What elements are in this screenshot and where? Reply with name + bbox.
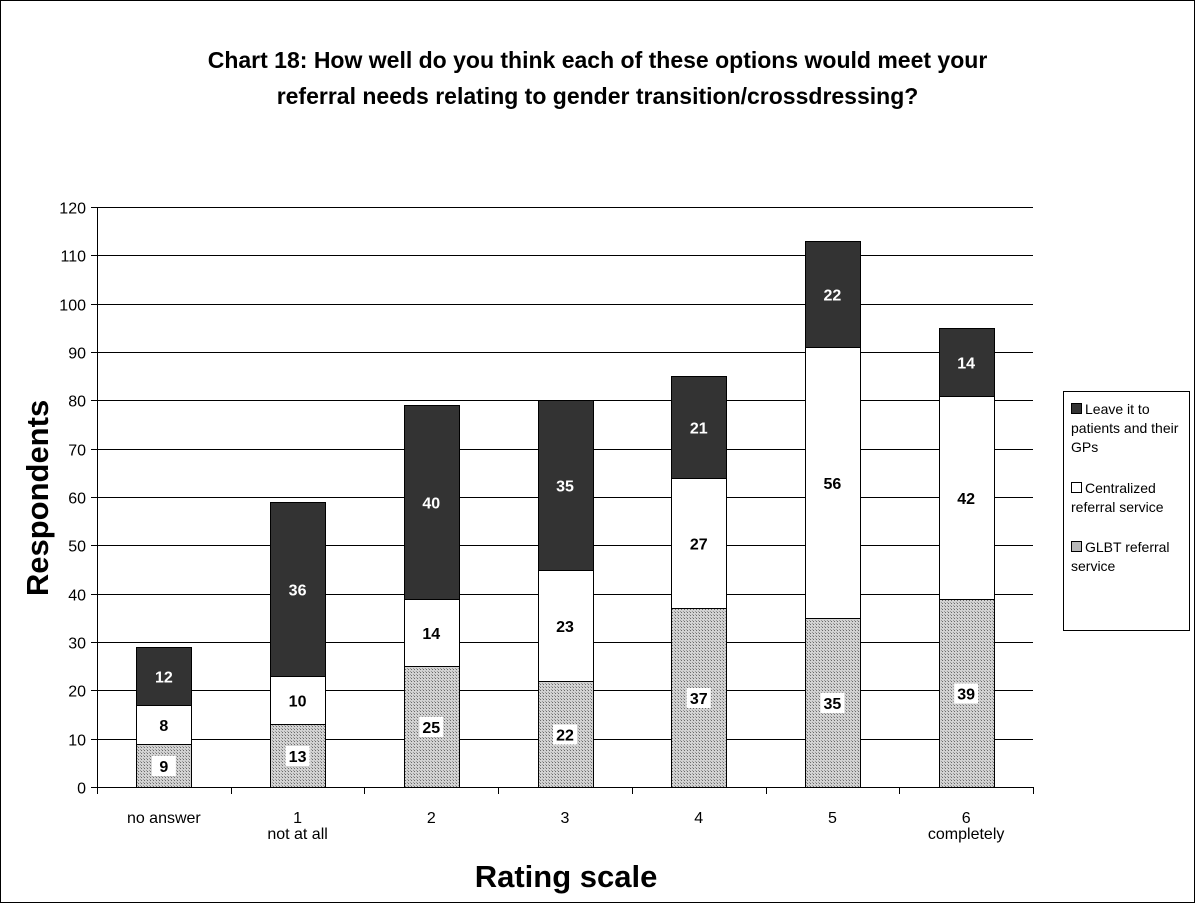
legend-label-glbt: GLBT referral service — [1071, 539, 1170, 574]
legend-item-glbt: GLBT referral service — [1071, 538, 1189, 576]
x-tick-sublabel: completely — [928, 826, 1004, 843]
y-tick-label: 20 — [68, 684, 86, 701]
legend-swatch-centralized — [1071, 482, 1082, 493]
bar-segment-leave-it — [805, 241, 861, 348]
data-label-background — [419, 717, 444, 737]
y-tick-label: 90 — [68, 346, 86, 363]
legend-item-centralized: Centralized referral service — [1071, 479, 1189, 517]
data-label-glbt: 37 — [690, 691, 708, 708]
x-axis-title: Rating scale — [475, 859, 658, 894]
axes: 0 10 20 30 40 50 60 70 80 90 100 110 120 no answer 1no… — [59, 201, 1034, 843]
data-label-centralized: 14 — [422, 626, 440, 643]
y-tick-label: 100 — [59, 298, 86, 315]
chart-title-line-1: Chart 18: How well do you think each of … — [207, 47, 988, 73]
bar-segment-centralized — [671, 478, 727, 609]
x-tick-label: 3 — [561, 810, 570, 827]
bar-segment-centralized — [270, 676, 326, 725]
x-tick-label: 2 — [427, 810, 436, 827]
data-label-centralized: 42 — [957, 491, 975, 508]
bar-segment-centralized — [939, 396, 995, 600]
bar-segment-leave-it — [671, 376, 727, 479]
data-label-leave-it: 14 — [957, 356, 975, 373]
x-tick-label: 1 — [293, 810, 302, 827]
bar-segment-leave-it — [404, 405, 460, 600]
data-label-background — [820, 693, 845, 713]
data-label-leave-it: 40 — [422, 496, 440, 513]
y-tick-label: 10 — [68, 733, 86, 750]
y-tick-label: 70 — [68, 443, 86, 460]
y-tick-label: 50 — [68, 539, 86, 556]
data-label-centralized: 8 — [159, 718, 168, 735]
y-tick-label: 110 — [60, 249, 86, 266]
y-tick-label: 40 — [68, 588, 86, 605]
data-label-leave-it: 12 — [155, 670, 173, 687]
y-axis-title: Respondents — [20, 400, 55, 596]
data-label-glbt: 39 — [957, 687, 975, 704]
legend-swatch-leave-it — [1071, 403, 1082, 414]
legend-swatch-glbt — [1071, 541, 1082, 552]
legend: Leave it to patients and their GPs Centr… — [1063, 391, 1190, 631]
bar-segment-leave-it — [538, 400, 594, 571]
data-label-glbt: 35 — [824, 696, 842, 713]
bar-segment-leave-it — [939, 328, 995, 397]
data-label-glbt: 13 — [289, 749, 307, 766]
x-tick-label: 5 — [828, 810, 837, 827]
data-label-background — [954, 683, 979, 704]
chart-title: Chart 18: How well do you think each of … — [0, 42, 1195, 114]
y-tick-label: 60 — [68, 491, 86, 508]
x-tick-label: 6 — [962, 810, 971, 827]
data-label-leave-it: 22 — [824, 288, 842, 305]
data-label-glbt: 9 — [159, 759, 168, 776]
data-label-centralized: 56 — [824, 476, 842, 493]
data-label-glbt: 22 — [556, 728, 574, 745]
legend-label-centralized: Centralized referral service — [1071, 480, 1164, 515]
data-label-leave-it: 35 — [556, 479, 574, 496]
bars — [136, 241, 995, 788]
chart-title-line-2: referral needs relating to gender transi… — [276, 83, 919, 109]
y-tick-label: 120 — [59, 201, 86, 218]
data-label-leave-it: 36 — [289, 583, 307, 600]
x-tick-label: 4 — [694, 810, 703, 827]
legend-label-leave-it: Leave it to patients and their GPs — [1071, 401, 1179, 455]
bar-segment-centralized — [805, 347, 861, 619]
y-tick-label: 0 — [77, 781, 86, 798]
y-tick-label: 30 — [68, 636, 86, 653]
x-tick-label: no answer — [127, 810, 201, 827]
data-label-centralized: 10 — [289, 694, 307, 711]
bar-segment-centralized — [538, 570, 594, 682]
legend-item-leave-it: Leave it to patients and their GPs — [1071, 400, 1189, 457]
data-label-glbt: 25 — [422, 720, 440, 737]
y-tick-label: 80 — [68, 394, 86, 411]
data-label-background — [151, 756, 176, 776]
data-label-centralized: 23 — [556, 619, 574, 636]
data-label-centralized: 27 — [690, 537, 708, 554]
bar-segment-leave-it — [270, 502, 326, 677]
data-label-background — [686, 688, 711, 708]
data-label-background — [285, 746, 310, 766]
data-label-leave-it: 21 — [690, 421, 708, 438]
x-tick-sublabel: not at all — [267, 826, 327, 843]
data-labels: 9 8 12 13 10 36 25 14 40 22 23 35 37 27 21 35 56 22 39 42 14 — [151, 288, 979, 776]
data-label-background — [553, 724, 577, 745]
bar-segment-leave-it — [136, 647, 192, 706]
bar-segment-centralized — [404, 599, 460, 667]
